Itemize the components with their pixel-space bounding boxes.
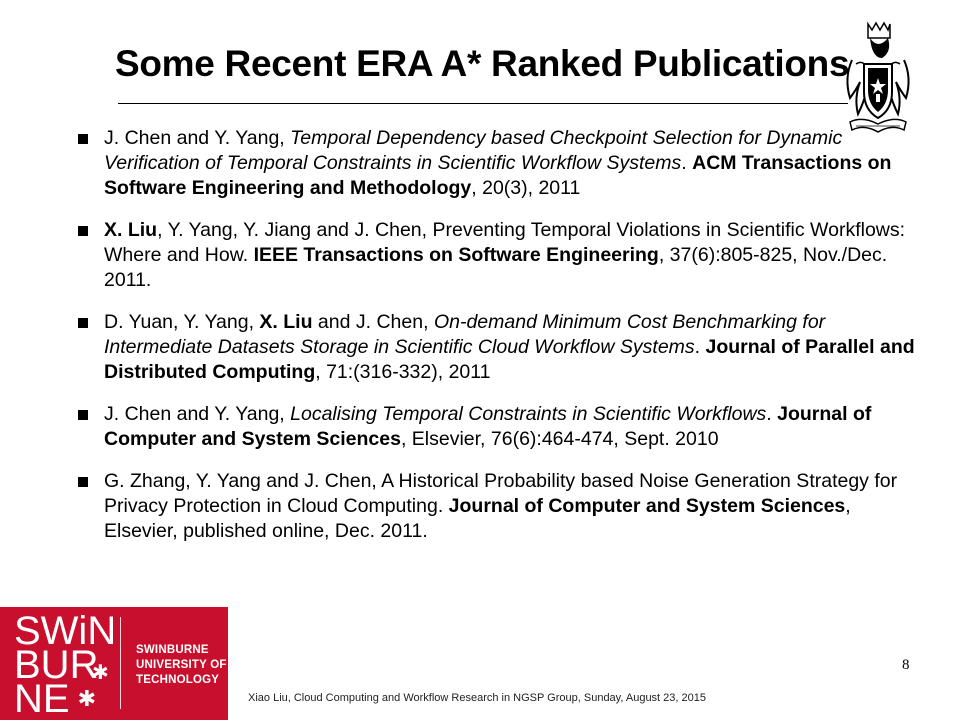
- publication-text: D. Yuan, Y. Yang,: [104, 311, 260, 333]
- publication-text: , Y. Yang, Y. Jiang and J. Chen, Prevent…: [104, 219, 906, 266]
- publication-text: Temporal Dependency based Checkpoint Sel…: [104, 127, 843, 174]
- swinburne-logo: SWiN BUR NE ✱ ✱ SWINBURNE UNIVERSITY OF T…: [0, 607, 228, 720]
- square-bullet-icon: [78, 318, 88, 328]
- publication-item: G. Zhang, Y. Yang and J. Chen, A Histori…: [78, 469, 918, 544]
- publication-text: IEEE Transactions on Software Engineerin…: [253, 244, 659, 266]
- university-crest-icon: [846, 21, 910, 133]
- publication-text: G. Zhang, Y. Yang and J. Chen, A Histori…: [104, 470, 898, 517]
- logo-line-2: BUR: [14, 643, 99, 687]
- logo-star-icon: ✱: [92, 662, 109, 684]
- logo-university-name: SWINBURNE UNIVERSITY OF TECHNOLOGY: [136, 644, 227, 686]
- publication-text: ACM Transactions on Software Engineering…: [104, 152, 892, 199]
- publication-text: Journal of Computer and System Sciences: [448, 495, 846, 517]
- publication-text: .: [766, 403, 778, 425]
- logo-divider: [120, 617, 121, 709]
- publication-text: J. Chen and Y. Yang,: [104, 127, 291, 149]
- publication-text: Localising Temporal Constraints in Scien…: [290, 403, 767, 425]
- title-underline: [118, 103, 848, 104]
- publication-text: , Elsevier, 76(6):464-474, Sept. 2010: [400, 428, 719, 450]
- publication-text: , 71:(316-332), 2011: [315, 361, 491, 383]
- publication-item: X. Liu, Y. Yang, Y. Jiang and J. Chen, P…: [78, 218, 918, 293]
- publication-text: .: [694, 336, 706, 358]
- logo-line-1: SWiN: [14, 609, 117, 653]
- publication-item: D. Yuan, Y. Yang, X. Liu and J. Chen, On…: [78, 310, 918, 385]
- publication-text: , 20(3), 2011: [471, 177, 581, 199]
- slide-title: Some Recent ERA A* Ranked Publications: [115, 43, 850, 84]
- logo-wordmark: SWiN BUR NE ✱ ✱: [0, 607, 120, 720]
- square-bullet-icon: [78, 134, 88, 144]
- publications-list: J. Chen and Y. Yang, Temporal Dependency…: [78, 126, 918, 561]
- publication-text: X. Liu: [259, 311, 313, 333]
- slide-footer: Xiao Liu, Cloud Computing and Workflow R…: [248, 692, 706, 704]
- publication-text: Journal of Parallel and Distributed Comp…: [104, 336, 915, 383]
- logo-line-3: NE ✱: [14, 677, 97, 721]
- publication-item: J. Chen and Y. Yang, Temporal Dependency…: [78, 126, 918, 201]
- publication-text: .: [681, 152, 693, 174]
- publication-text: X. Liu: [104, 219, 158, 241]
- square-bullet-icon: [78, 477, 88, 487]
- publication-text: , 37(6):805-825, Nov./Dec. 2011.: [104, 244, 888, 291]
- publication-text: , Elsevier, published online, Dec. 2011.: [104, 495, 851, 542]
- page-number: 8: [902, 657, 910, 673]
- publication-text: J. Chen and Y. Yang,: [104, 403, 291, 425]
- logo-star-icon: ✱: [77, 686, 97, 711]
- square-bullet-icon: [78, 410, 88, 420]
- publication-text: Journal of Computer and System Sciences: [104, 403, 872, 450]
- publication-item: J. Chen and Y. Yang, Localising Temporal…: [78, 402, 918, 452]
- publication-text: On-demand Minimum Cost Benchmarking for …: [104, 311, 826, 358]
- square-bullet-icon: [78, 226, 88, 236]
- publication-text: and J. Chen,: [312, 311, 434, 333]
